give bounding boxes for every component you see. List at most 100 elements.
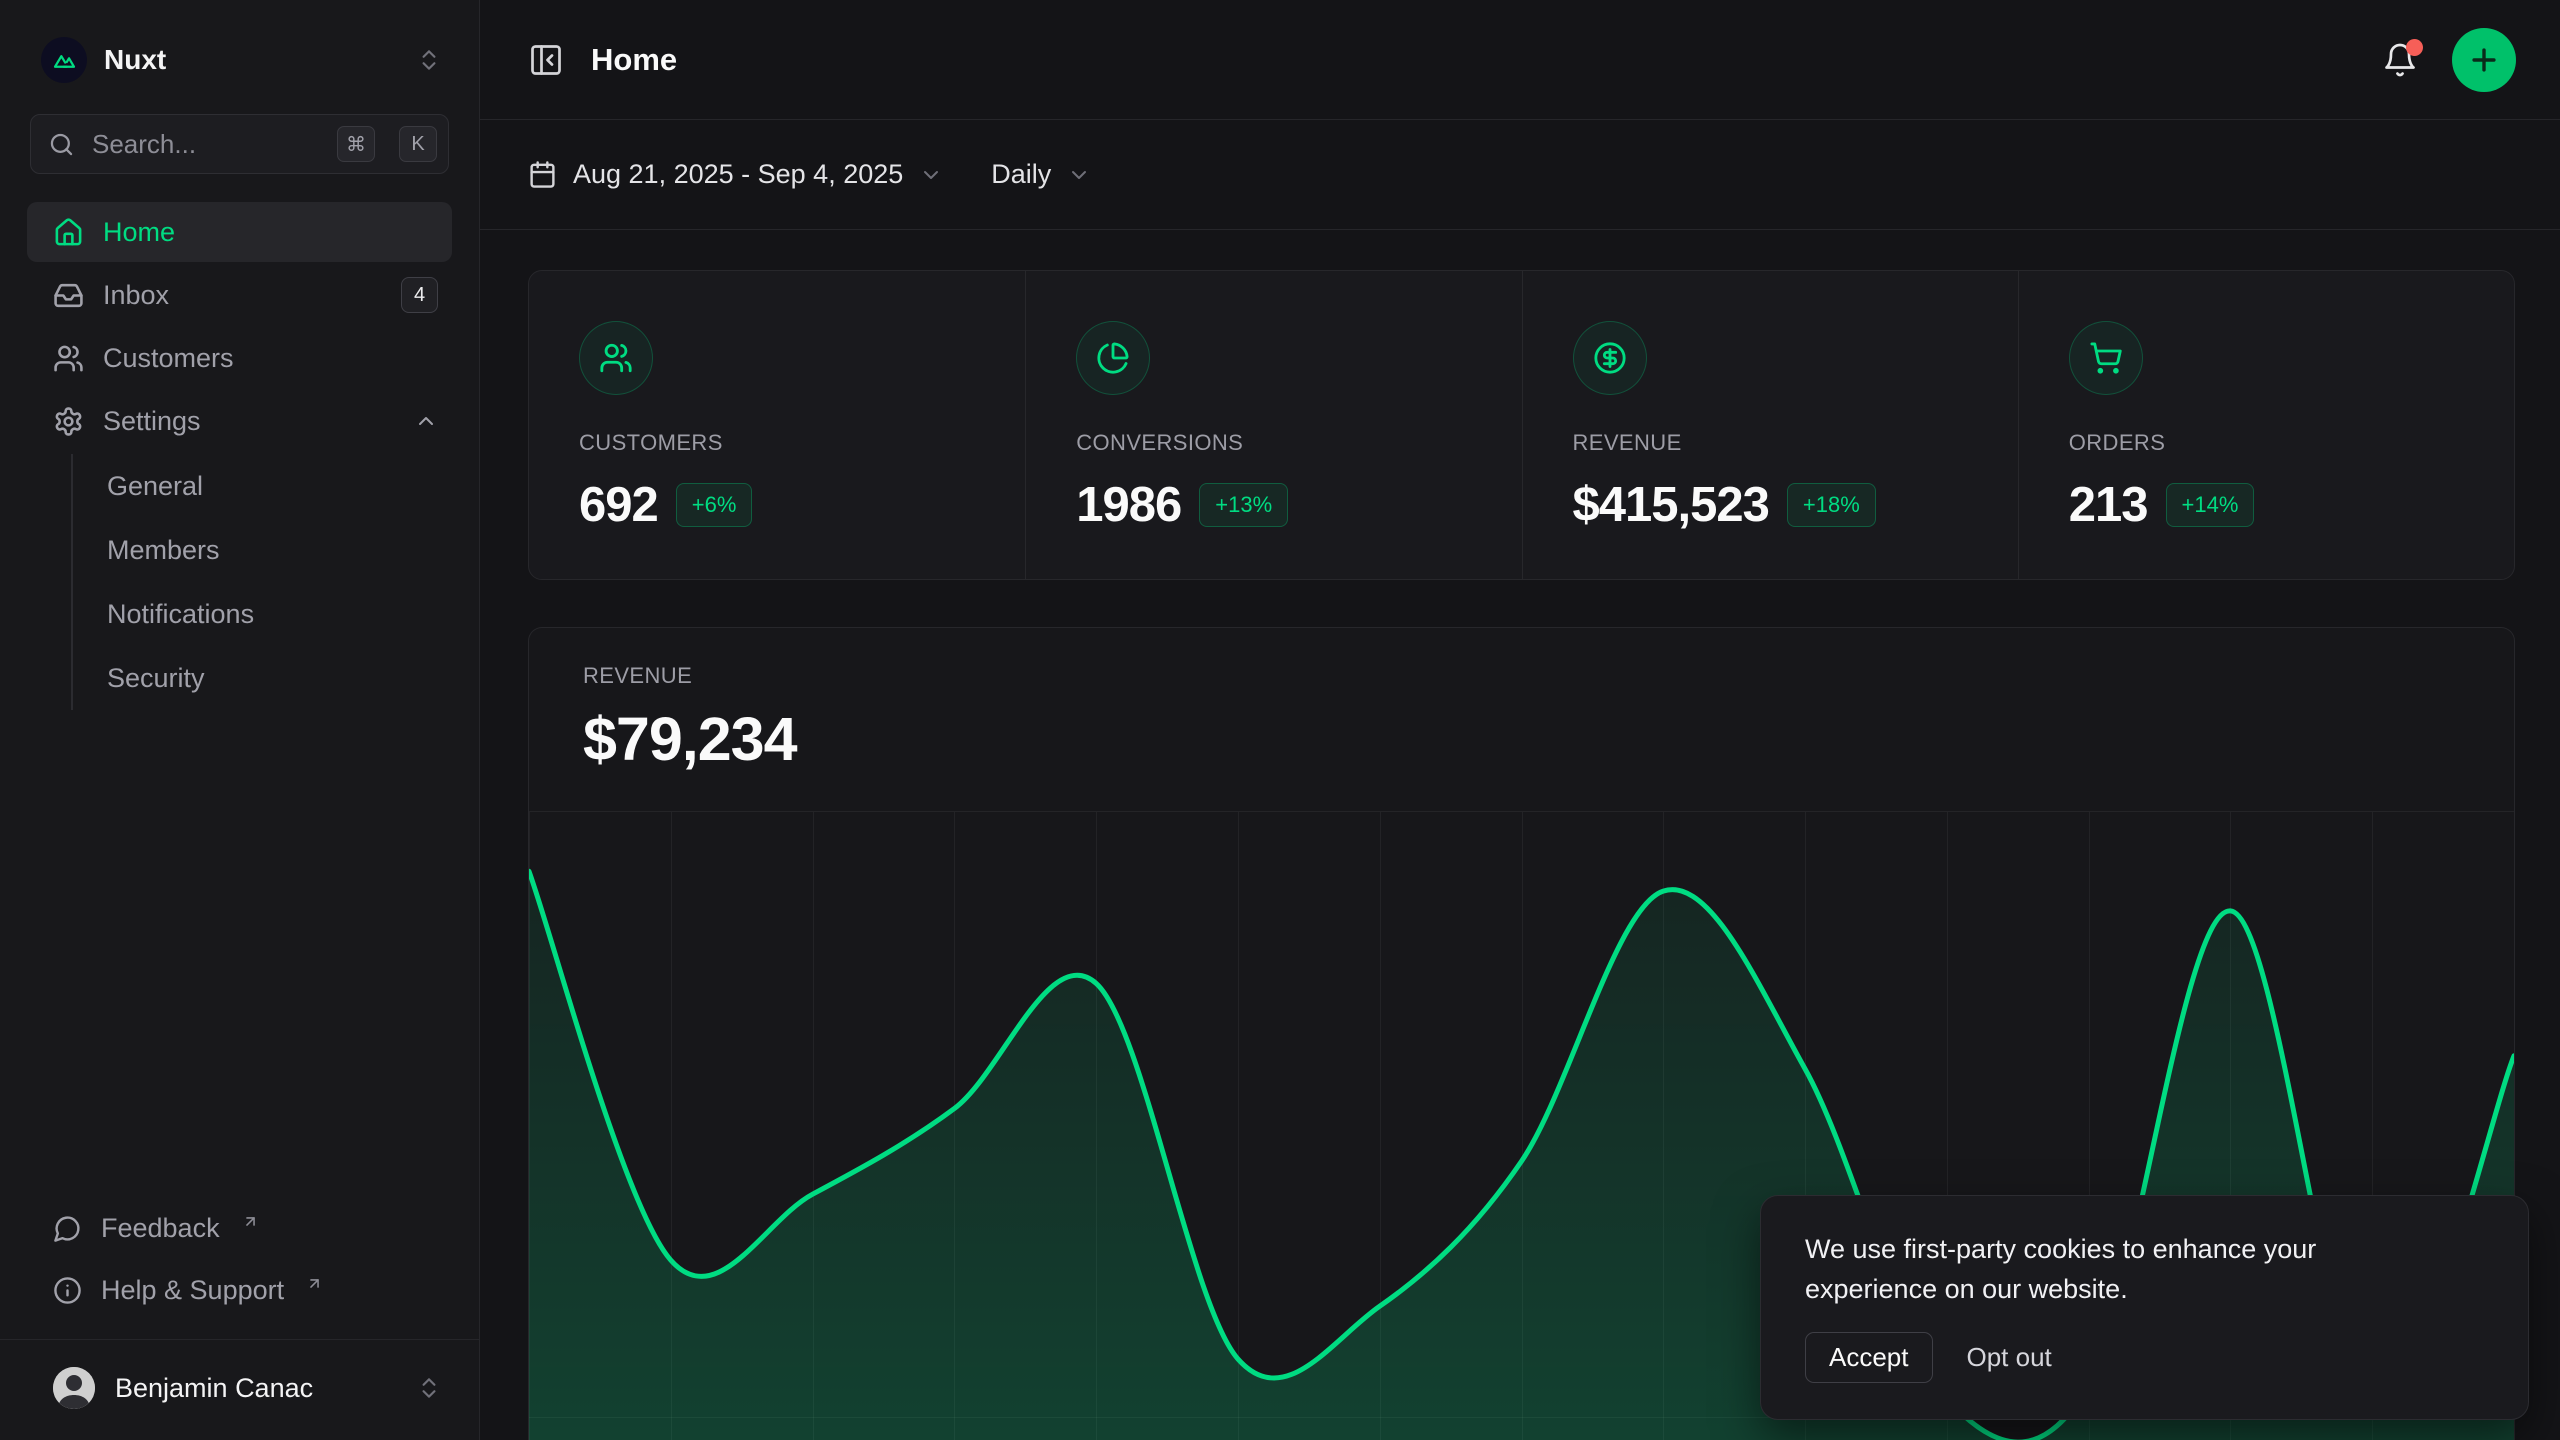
stat-delta-badge: +18% — [1786, 483, 1876, 527]
shopping-cart-icon — [2068, 321, 2143, 395]
chart-vertical-gridline — [812, 812, 814, 1440]
cookie-banner: We use first-party cookies to enhance yo… — [1760, 1195, 2529, 1420]
stat-label: ORDERS — [2068, 430, 2166, 455]
inbox-unread-badge: 4 — [401, 277, 438, 313]
sidebar-item-general[interactable]: General — [107, 470, 204, 501]
help-support-label: Help & Support — [101, 1274, 285, 1305]
sidebar-item-inbox[interactable]: Inbox 4 — [27, 265, 452, 325]
stat-label: CUSTOMERS — [579, 430, 723, 455]
chart-vertical-gridline — [1237, 812, 1239, 1440]
stats-row: CUSTOMERS 692 +6% CONVERSIONS 1986 +13% — [528, 270, 2515, 580]
stat-value: 213 — [2068, 478, 2149, 532]
stat-customers: CUSTOMERS 692 +6% — [529, 271, 1025, 579]
calendar-icon — [530, 161, 555, 188]
granularity-select[interactable]: Daily — [991, 159, 1091, 190]
chart-vertical-gridline — [1521, 812, 1523, 1440]
message-circle-icon — [54, 1215, 80, 1242]
sidebar-item-home[interactable]: Home — [27, 202, 452, 262]
feedback-link[interactable]: Feedback — [27, 1199, 452, 1257]
revenue-chart-label: REVENUE — [583, 663, 693, 688]
stat-conversions: CONVERSIONS 1986 +13% — [1025, 271, 1521, 579]
sidebar-footer: Feedback Help & Support — [27, 1199, 452, 1323]
chevrons-up-down-icon — [422, 1378, 436, 1398]
plus-icon — [2472, 47, 2496, 72]
sidebar-item-security[interactable]: Security — [107, 662, 205, 693]
kbd-k: K — [399, 126, 437, 162]
cookie-actions: Accept Opt out — [1805, 1332, 2484, 1383]
search-input[interactable]: Search... ⌘ K — [30, 114, 449, 174]
chart-vertical-gridline — [1379, 812, 1381, 1440]
workspace-name: Nuxt — [104, 44, 167, 75]
search-icon — [50, 133, 73, 155]
stat-revenue: REVENUE $415,523 +18% — [1521, 271, 2018, 579]
sidebar-item-customers[interactable]: Customers — [27, 328, 452, 388]
sidebar-item-label: Inbox — [103, 279, 170, 310]
page-header: Home — [480, 0, 2560, 120]
page-title: Home — [591, 41, 678, 77]
granularity-label: Daily — [991, 159, 1052, 189]
filter-toolbar: Aug 21, 2025 - Sep 4, 2025 Daily — [480, 120, 2560, 230]
sidebar-item-notifications[interactable]: Notifications — [107, 598, 255, 629]
inbox-icon — [54, 283, 83, 307]
help-support-link[interactable]: Help & Support — [27, 1261, 452, 1319]
users-icon — [579, 321, 653, 395]
add-button[interactable] — [2452, 27, 2516, 92]
sidebar-item-settings[interactable]: Settings — [27, 391, 452, 451]
stat-label: REVENUE — [1572, 430, 1682, 455]
stat-value: 692 — [579, 478, 659, 532]
revenue-area-chart — [529, 868, 2514, 1440]
sidebar-nav: Home Inbox 4 Customers Settings General … — [27, 202, 452, 710]
sidebar-item-label: Home — [103, 216, 176, 247]
revenue-chart-header: REVENUE $79,234 — [529, 628, 2514, 774]
panel-left-close-icon — [531, 44, 561, 75]
stat-delta-badge: +14% — [2165, 483, 2255, 527]
opt-out-button[interactable]: Opt out — [1966, 1342, 2052, 1372]
stat-delta-badge: +13% — [1199, 483, 1289, 527]
notifications-button[interactable] — [2382, 38, 2423, 78]
stat-label: CONVERSIONS — [1076, 430, 1244, 455]
chart-vertical-gridline — [1946, 812, 1948, 1440]
chevron-down-icon — [1072, 170, 1087, 179]
sidebar-item-members[interactable]: Members — [107, 534, 220, 565]
kbd-meta: ⌘ — [337, 126, 375, 162]
sidebar-spacer — [27, 710, 452, 1199]
user-menu[interactable]: Benjamin Canac — [27, 1340, 452, 1436]
search-placeholder: Search... — [92, 128, 197, 159]
users-icon — [54, 345, 83, 371]
pie-chart-icon — [1076, 321, 1151, 395]
settings-submenu: General Members Notifications Security — [71, 454, 452, 710]
workspace-switcher[interactable]: Nuxt — [27, 20, 452, 100]
chart-vertical-gridline — [670, 812, 672, 1440]
info-circle-icon — [54, 1276, 81, 1304]
home-icon — [55, 217, 82, 245]
stat-delta-badge: +6% — [675, 483, 753, 527]
user-name: Benjamin Canac — [115, 1372, 314, 1403]
external-link-icon — [245, 1216, 255, 1226]
notification-dot — [2406, 38, 2423, 56]
stat-value: $415,523 — [1572, 478, 1770, 532]
date-range-picker[interactable]: Aug 21, 2025 - Sep 4, 2025 — [528, 159, 943, 190]
revenue-chart-value: $79,234 — [583, 705, 798, 773]
accept-cookies-button[interactable]: Accept — [1805, 1332, 1933, 1383]
chevron-down-icon — [924, 170, 939, 179]
dollar-circle-icon — [1572, 321, 1647, 395]
stat-value: 1986 — [1076, 478, 1182, 532]
gear-icon — [55, 406, 82, 436]
chart-vertical-gridline — [2088, 812, 2090, 1440]
stat-orders: ORDERS 213 +14% — [2017, 271, 2514, 579]
nuxt-logo — [41, 37, 87, 83]
chart-vertical-gridline — [2372, 812, 2374, 1440]
sidebar: Nuxt Search... ⌘ K Home Inbox 4 Customer… — [0, 0, 480, 1440]
sidebar-divider — [0, 1339, 479, 1340]
cookie-message: We use first-party cookies to enhance yo… — [1805, 1234, 2317, 1304]
chevrons-up-down-icon — [422, 50, 436, 70]
date-range-label: Aug 21, 2025 - Sep 4, 2025 — [573, 159, 904, 189]
chevron-up-icon — [419, 417, 433, 425]
bell-icon — [2385, 43, 2415, 76]
collapse-sidebar-button[interactable] — [528, 42, 564, 78]
sidebar-item-label: Settings — [103, 405, 201, 436]
feedback-label: Feedback — [101, 1212, 220, 1243]
external-link-icon — [310, 1278, 319, 1288]
avatar — [53, 1367, 95, 1409]
sidebar-item-label: Customers — [103, 342, 234, 373]
